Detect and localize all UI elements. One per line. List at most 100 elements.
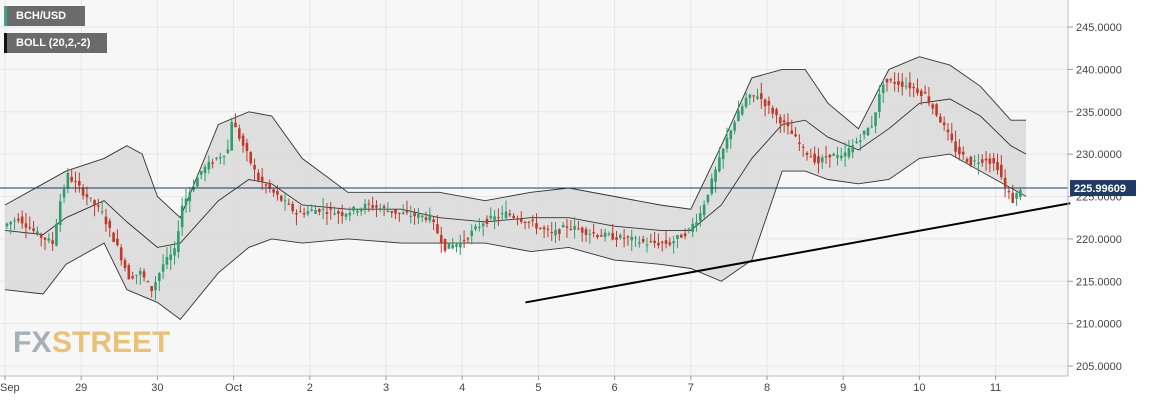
candle-body: [481, 223, 485, 227]
candle-body: [512, 215, 515, 218]
x-tick-label: 29: [75, 382, 87, 394]
candle-body: [767, 100, 771, 106]
candle-body: [500, 213, 504, 215]
candle-body: [485, 218, 489, 224]
y-tick-label: 245.0000: [1076, 22, 1122, 34]
candle-body: [657, 242, 660, 246]
candle-body: [824, 156, 828, 158]
x-tick-label: 10: [913, 382, 925, 394]
candle-body: [904, 86, 908, 88]
candle-body: [569, 228, 573, 230]
x-tick-label: 5: [535, 382, 541, 394]
candle-body: [820, 157, 824, 163]
candle-body: [62, 189, 66, 198]
candle-body: [184, 198, 188, 205]
x-tick-label: 6: [612, 382, 618, 394]
candle-body: [394, 209, 397, 214]
candle-body: [436, 224, 439, 234]
candle-body: [375, 205, 378, 208]
candle-body: [813, 153, 816, 163]
candle-body: [775, 109, 778, 116]
candle-body: [138, 271, 142, 275]
candle-body: [942, 122, 946, 126]
candle-body: [740, 106, 744, 115]
candle-body: [935, 104, 938, 116]
candle-body: [862, 130, 866, 135]
candle-body: [424, 217, 428, 220]
candle-body: [108, 220, 112, 228]
candle-body: [687, 228, 691, 230]
y-tick-label: 205.0000: [1076, 361, 1122, 373]
candle-body: [363, 204, 367, 209]
candle-body: [710, 178, 714, 194]
candle-body: [413, 212, 416, 217]
candle-body: [13, 220, 16, 222]
x-tick-label: Sep: [0, 382, 20, 394]
candle-body: [36, 231, 39, 234]
candle-body: [558, 229, 561, 234]
candle-body: [39, 234, 43, 238]
candle-body: [211, 162, 214, 164]
candle-body: [268, 183, 272, 189]
x-tick-label: 3: [383, 382, 389, 394]
candle-body: [798, 142, 801, 145]
candle-body: [97, 205, 100, 207]
candle-body: [196, 177, 199, 187]
candle-body: [321, 208, 325, 210]
fxstreet-watermark: FX STREET: [13, 326, 170, 359]
candle-body: [276, 190, 279, 195]
candle-body: [43, 237, 47, 240]
candle-body: [131, 276, 134, 279]
candle-body: [207, 161, 211, 170]
candle-body: [718, 157, 721, 172]
candle-body: [588, 233, 592, 235]
candle-body: [744, 97, 748, 107]
candle-body: [253, 165, 256, 170]
candle-body: [779, 117, 782, 124]
candle-body: [679, 234, 683, 238]
candle-body: [893, 82, 896, 84]
candle-body: [584, 229, 588, 235]
candle-body: [85, 194, 89, 198]
axes: 205.0000210.0000215.0000220.0000225.0000…: [0, 0, 1122, 394]
candle-body: [931, 104, 935, 109]
candle-body: [77, 180, 81, 186]
x-tick-label: 8: [764, 382, 770, 394]
candle-body: [32, 228, 35, 231]
candle-body: [615, 237, 618, 240]
candle-body: [306, 211, 310, 214]
candle-body: [264, 184, 268, 186]
candle-body: [721, 148, 725, 160]
y-tick-label: 210.0000: [1076, 319, 1122, 331]
candle-body: [455, 244, 458, 247]
candle-body: [447, 242, 451, 249]
candle-body: [699, 213, 702, 221]
candle-body: [912, 86, 915, 89]
candle-body: [226, 149, 230, 154]
candle-body: [493, 216, 496, 221]
candle-body: [17, 218, 20, 221]
x-tick-label: 4: [459, 382, 465, 394]
candle-body: [996, 162, 999, 171]
candle-body: [443, 238, 447, 251]
x-tick-label: 2: [307, 382, 313, 394]
candle-body: [729, 130, 733, 140]
candle-body: [782, 120, 786, 123]
candle-body: [950, 133, 954, 141]
candle-body: [489, 215, 493, 219]
candle-body: [451, 244, 454, 249]
candle-body: [565, 226, 569, 228]
candle-body: [466, 238, 470, 240]
candle-body: [230, 122, 233, 151]
bollinger-lower-line: [4, 153, 1027, 321]
candle-body: [859, 140, 862, 142]
candle-body: [504, 211, 508, 218]
candle-body: [154, 282, 157, 291]
candle-body: [790, 130, 794, 134]
candle-body: [378, 208, 382, 210]
candle-body: [295, 213, 298, 215]
candle-body: [881, 84, 885, 94]
candle-body: [458, 242, 462, 248]
legend-bollinger-tag: BOLL (20,2,-2): [4, 33, 107, 53]
bollinger-bands: [4, 56, 1027, 321]
